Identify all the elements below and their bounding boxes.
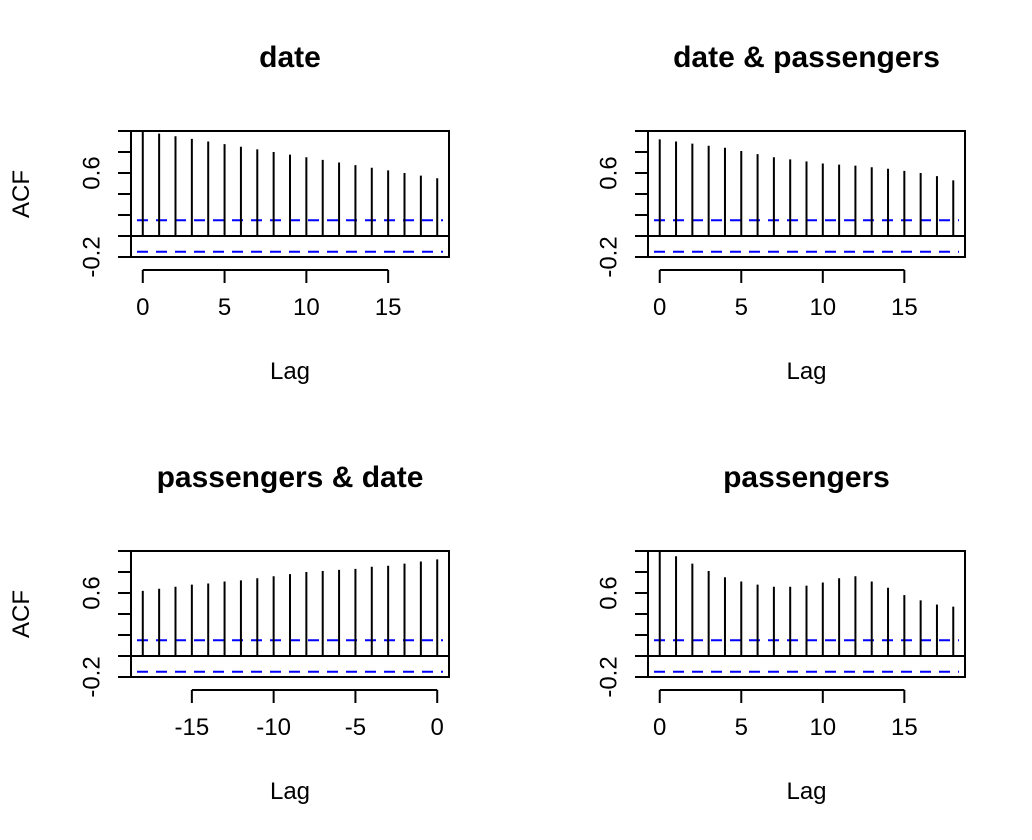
y-tick-label: 0.6 xyxy=(78,576,105,609)
x-axis-label: Lag xyxy=(786,358,826,385)
panel-title: date xyxy=(259,41,321,74)
x-axis-label: Lag xyxy=(786,778,826,805)
acf-panel-2: -0.2 0.6 0 5 10 15 date & passengers Lag xyxy=(595,41,966,385)
acf-panel-1: -0.2 0.6 0 5 10 15 date Lag ACF xyxy=(8,41,450,385)
x-tick-label: 5 xyxy=(735,714,748,741)
y-tick-label: -0.2 xyxy=(595,656,622,697)
y-tick-label: 0.6 xyxy=(78,156,105,189)
x-axis-label: Lag xyxy=(270,778,310,805)
x-tick-label: 15 xyxy=(891,714,918,741)
x-tick-label: 10 xyxy=(809,714,836,741)
x-tick-label: 10 xyxy=(293,294,320,321)
y-tick-label: -0.2 xyxy=(78,236,105,277)
acf-panel-3: -0.2 0.6 -15 -10 -5 0 passengers & date Lag ACF xyxy=(8,461,450,805)
x-tick-label: 15 xyxy=(375,294,402,321)
y-axis-label: ACF xyxy=(8,590,35,638)
x-tick-label: -5 xyxy=(345,714,366,741)
x-tick-label: -15 xyxy=(175,714,210,741)
acf-panel-4: -0.2 0.6 0 5 10 15 passengers Lag xyxy=(595,461,966,805)
x-tick-label: 0 xyxy=(136,294,149,321)
x-tick-label: 0 xyxy=(653,714,666,741)
y-tick-label: -0.2 xyxy=(78,656,105,697)
panel-title: passengers & date xyxy=(157,461,424,494)
x-tick-label: 0 xyxy=(653,294,666,321)
x-axis-label: Lag xyxy=(270,358,310,385)
y-tick-label: 0.6 xyxy=(595,576,622,609)
panel-title: passengers xyxy=(723,461,890,494)
y-tick-label: 0.6 xyxy=(595,156,622,189)
x-tick-label: 15 xyxy=(891,294,918,321)
panel-title: date & passengers xyxy=(673,41,940,74)
x-tick-label: -10 xyxy=(256,714,291,741)
x-tick-label: 5 xyxy=(735,294,748,321)
y-axis-label: ACF xyxy=(8,170,35,218)
x-tick-label: 5 xyxy=(218,294,231,321)
x-tick-label: 10 xyxy=(809,294,836,321)
x-tick-label: 0 xyxy=(431,714,444,741)
y-tick-label: -0.2 xyxy=(595,236,622,277)
